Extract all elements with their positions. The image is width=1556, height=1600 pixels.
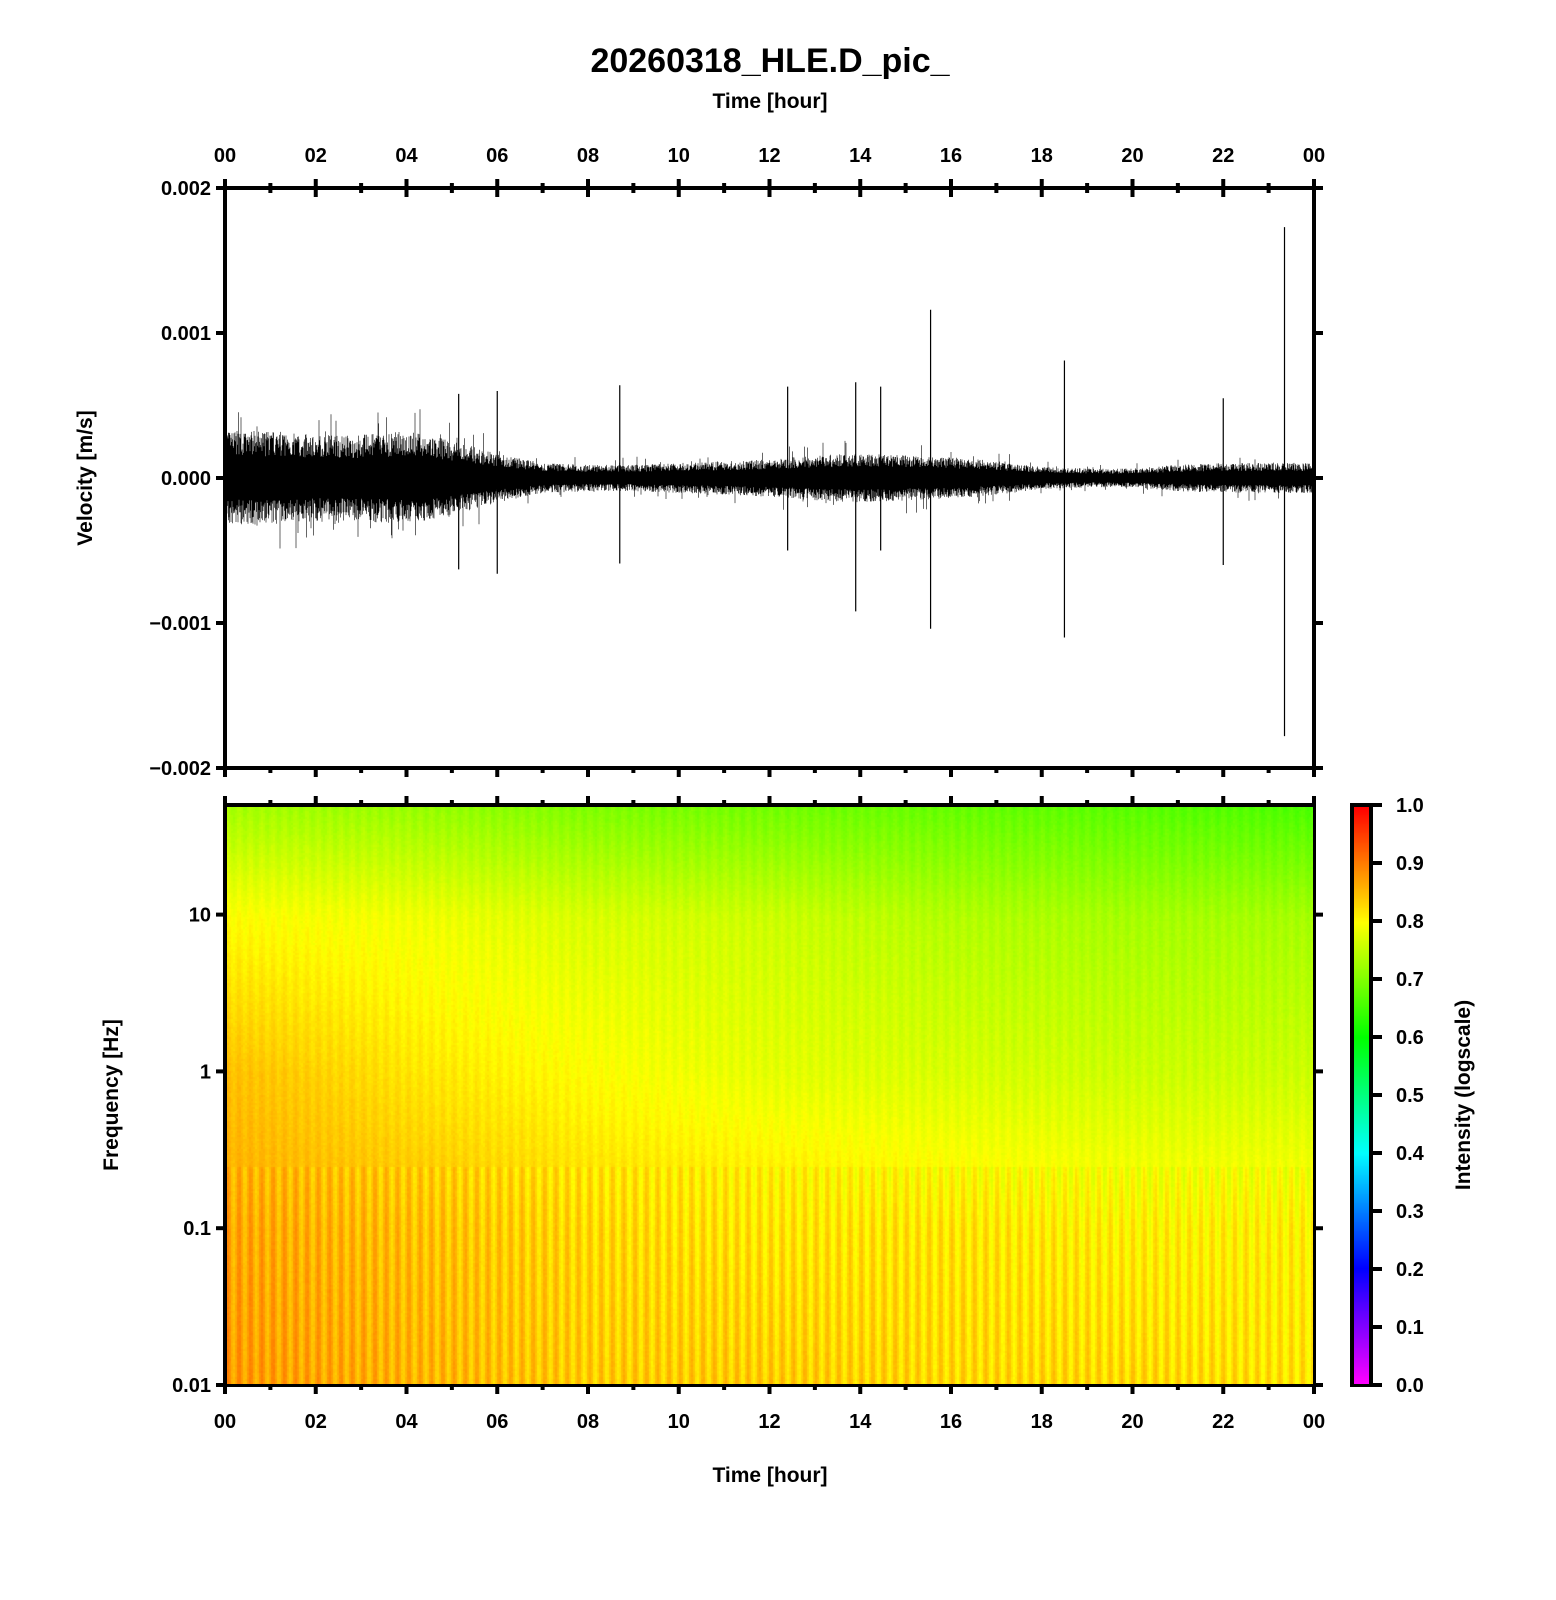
colorbar-tick-label: 0.6: [1396, 1027, 1424, 1049]
colorbar-tick-label: 0.2: [1396, 1259, 1424, 1281]
top-x-tick-label: 12: [758, 145, 780, 167]
top-x-tick-label: 08: [577, 145, 599, 167]
bottom-x-tick-label: 16: [940, 1411, 962, 1433]
velocity-tick-label: 0.001: [161, 323, 211, 345]
top-x-tick-label: 04: [395, 145, 418, 167]
colorbar: [1354, 807, 1369, 1384]
velocity-tick-label: −0.001: [149, 613, 211, 635]
velocity-axis-label: Velocity [m/s]: [74, 410, 97, 545]
top-x-tick-label: 02: [305, 145, 327, 167]
colorbar-tick-label: 0.4: [1396, 1143, 1425, 1165]
waveform-trace: [225, 227, 1314, 737]
chart-title: 20260318_HLE.D_pic_: [590, 42, 950, 80]
frequency-tick-label: 1: [200, 1061, 211, 1083]
spectrogram-image: [227, 807, 1313, 1384]
colorbar-tick-label: 0.9: [1396, 853, 1424, 875]
top-x-tick-label: 20: [1121, 145, 1143, 167]
top-x-tick-label: 10: [668, 145, 690, 167]
bottom-x-tick-label: 04: [395, 1411, 418, 1433]
frequency-tick-label: 0.1: [183, 1218, 211, 1240]
bottom-x-tick-label: 12: [758, 1411, 780, 1433]
bottom-x-tick-label: 06: [486, 1411, 508, 1433]
bottom-x-tick-label: 22: [1212, 1411, 1234, 1433]
top-x-axis-label: Time [hour]: [712, 90, 827, 113]
top-x-tick-label: 00: [1303, 145, 1325, 167]
bottom-x-tick-label: 14: [849, 1411, 872, 1433]
frequency-tick-label: 0.01: [172, 1375, 211, 1397]
colorbar-label: Intensity (logscale): [1452, 1000, 1475, 1190]
colorbar-tick-label: 0.8: [1396, 911, 1424, 933]
frequency-axis-label: Frequency [Hz]: [100, 1019, 123, 1171]
top-x-tick-label: 22: [1212, 145, 1234, 167]
bottom-x-tick-label: 18: [1031, 1411, 1053, 1433]
top-x-tick-label: 06: [486, 145, 508, 167]
velocity-tick-label: −0.002: [149, 758, 211, 780]
top-x-tick-label: 00: [214, 145, 236, 167]
bottom-x-tick-label: 00: [1303, 1411, 1325, 1433]
velocity-tick-label: 0.002: [161, 178, 211, 200]
top-x-tick-label: 14: [849, 145, 872, 167]
frequency-tick-label: 10: [189, 905, 211, 927]
top-x-tick-label: 18: [1031, 145, 1053, 167]
velocity-tick-label: 0.000: [161, 468, 211, 490]
waveform-envelope: [225, 409, 1314, 549]
colorbar-tick-label: 0.5: [1396, 1085, 1424, 1107]
bottom-x-tick-label: 20: [1121, 1411, 1143, 1433]
bottom-x-tick-label: 00: [214, 1411, 236, 1433]
colorbar-tick-label: 1.0: [1396, 795, 1424, 817]
bottom-x-tick-label: 02: [305, 1411, 327, 1433]
top-x-tick-label: 16: [940, 145, 962, 167]
bottom-x-tick-label: 08: [577, 1411, 599, 1433]
colorbar-tick-label: 0.1: [1396, 1317, 1424, 1339]
colorbar-tick-label: 0.7: [1396, 969, 1424, 991]
bottom-x-tick-label: 10: [668, 1411, 690, 1433]
colorbar-tick-label: 0.0: [1396, 1375, 1424, 1397]
bottom-x-axis-label: Time [hour]: [712, 1464, 827, 1487]
colorbar-tick-label: 0.3: [1396, 1201, 1424, 1223]
